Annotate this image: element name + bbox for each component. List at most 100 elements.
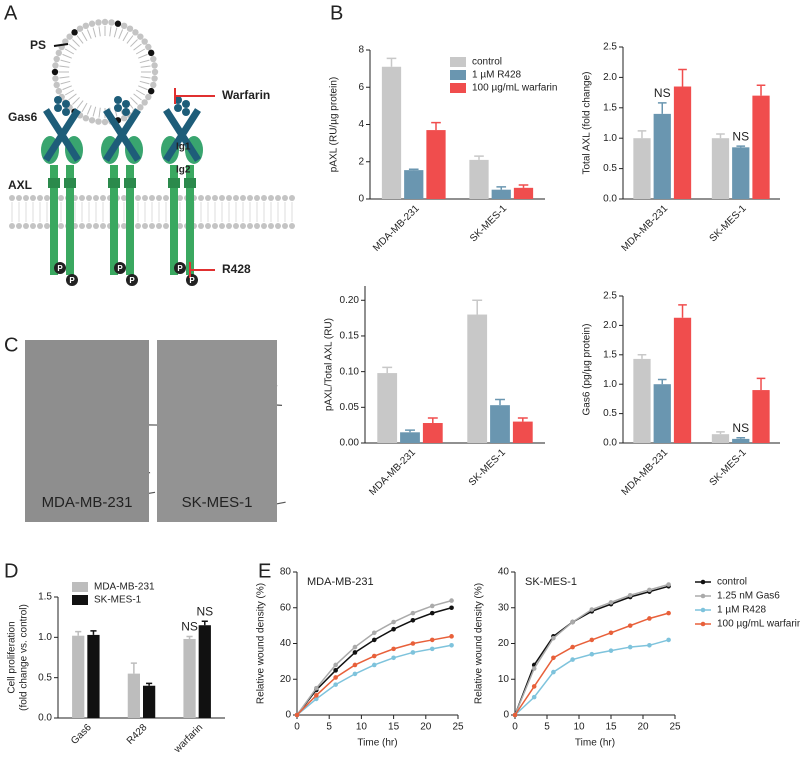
gas6-gla bbox=[54, 96, 62, 104]
membrane-head bbox=[240, 223, 246, 229]
x-tick-label: Gas6 bbox=[69, 722, 94, 747]
bar bbox=[512, 421, 533, 443]
membrane-head bbox=[282, 195, 288, 201]
bar bbox=[426, 130, 446, 199]
membrane-head bbox=[23, 223, 29, 229]
legend-swatch bbox=[450, 83, 466, 93]
point bbox=[531, 666, 537, 671]
annotation: NS bbox=[181, 620, 198, 634]
axl-fn bbox=[124, 178, 136, 188]
lipid-head bbox=[71, 29, 78, 36]
membrane-head bbox=[261, 223, 267, 229]
membrane-head bbox=[156, 195, 162, 201]
phospho-label: P bbox=[129, 276, 135, 285]
x-tick-label: 10 bbox=[356, 722, 368, 733]
point bbox=[589, 607, 595, 612]
y-tick-label: 40 bbox=[280, 638, 292, 649]
lipid-tail bbox=[59, 65, 70, 68]
point bbox=[512, 712, 518, 718]
lipid-head bbox=[101, 118, 109, 126]
membrane-head bbox=[135, 223, 141, 229]
legend-swatch bbox=[450, 57, 466, 67]
phospho bbox=[126, 274, 138, 286]
lipid-tail bbox=[92, 106, 97, 117]
lipid-tail bbox=[60, 80, 71, 85]
error-bar bbox=[408, 168, 419, 171]
lipid-tail bbox=[138, 53, 148, 59]
bar bbox=[711, 138, 730, 199]
lipid-tail bbox=[86, 105, 92, 115]
lipid-head bbox=[126, 25, 134, 32]
lipid-tail bbox=[68, 43, 77, 51]
point bbox=[352, 644, 358, 650]
gas6-gla bbox=[122, 108, 130, 116]
diagram-label: Warfarin bbox=[222, 88, 270, 102]
x-tick-label: 20 bbox=[420, 722, 432, 733]
point bbox=[589, 637, 595, 643]
error-bar bbox=[678, 68, 687, 87]
error-bar bbox=[382, 366, 393, 374]
bar bbox=[653, 384, 671, 443]
membrane-head bbox=[289, 195, 295, 201]
lipid-head bbox=[88, 117, 96, 124]
y-tick-label: 60 bbox=[280, 602, 292, 613]
membrane-head bbox=[226, 195, 232, 201]
membrane-head bbox=[198, 195, 204, 201]
y-axis-label: Cell proliferation bbox=[7, 621, 18, 693]
lipid-tail bbox=[86, 29, 92, 39]
gas6 bbox=[103, 108, 141, 162]
lipid-tail bbox=[140, 76, 151, 79]
lipid-tail bbox=[81, 102, 88, 113]
lipid-tail bbox=[126, 35, 134, 44]
gas6-gla bbox=[114, 96, 122, 104]
legend-marker bbox=[700, 593, 706, 599]
point bbox=[429, 637, 435, 643]
bar bbox=[490, 405, 510, 443]
lipid-head bbox=[108, 19, 115, 26]
x-tick-label: MDA-MB-231 bbox=[620, 203, 671, 254]
line bbox=[514, 583, 669, 716]
point bbox=[352, 662, 358, 668]
x-tick-label: 0 bbox=[512, 722, 518, 733]
membrane-head bbox=[93, 223, 99, 229]
point bbox=[410, 650, 416, 655]
x-tick-label: MDA-MB-231 bbox=[367, 447, 418, 498]
point bbox=[294, 712, 300, 718]
point bbox=[410, 641, 416, 646]
point bbox=[551, 635, 556, 641]
axl-chain bbox=[66, 165, 74, 275]
x-tick-label: SK-MES-1 bbox=[468, 203, 509, 244]
diagram-label: AXL bbox=[8, 178, 32, 192]
lipid-head bbox=[120, 22, 128, 30]
x-tick-label: 5 bbox=[326, 722, 332, 733]
axl-fn bbox=[168, 178, 180, 188]
line bbox=[514, 639, 669, 716]
y-tick-label: 1.5 bbox=[603, 349, 617, 360]
membrane-head bbox=[86, 195, 92, 201]
gas6-gla bbox=[114, 104, 122, 112]
chart-title: MDA-MB-231 bbox=[307, 576, 374, 588]
lipid-tail bbox=[62, 53, 72, 59]
point bbox=[627, 592, 633, 598]
error-bar bbox=[736, 436, 746, 439]
gas6-gla bbox=[122, 100, 130, 108]
y-tick-label: 1.0 bbox=[603, 133, 617, 144]
y-tick-label: 1.0 bbox=[603, 379, 617, 390]
lipid-tail bbox=[138, 85, 148, 91]
lipid-head bbox=[147, 49, 155, 57]
lipid-tail bbox=[139, 80, 150, 85]
membrane-head bbox=[16, 195, 22, 201]
membrane-head bbox=[212, 223, 218, 229]
axl-fn bbox=[184, 178, 196, 188]
membrane-head bbox=[121, 223, 127, 229]
bar bbox=[491, 189, 511, 199]
lipid-tail bbox=[118, 29, 124, 39]
point bbox=[551, 655, 556, 661]
membrane-head bbox=[30, 223, 36, 229]
y-tick-label: 2.0 bbox=[603, 72, 617, 83]
point bbox=[333, 682, 338, 687]
point bbox=[410, 617, 416, 623]
axl-fn bbox=[64, 178, 76, 188]
gas6-gla bbox=[62, 100, 70, 108]
membrane-head bbox=[44, 195, 50, 201]
